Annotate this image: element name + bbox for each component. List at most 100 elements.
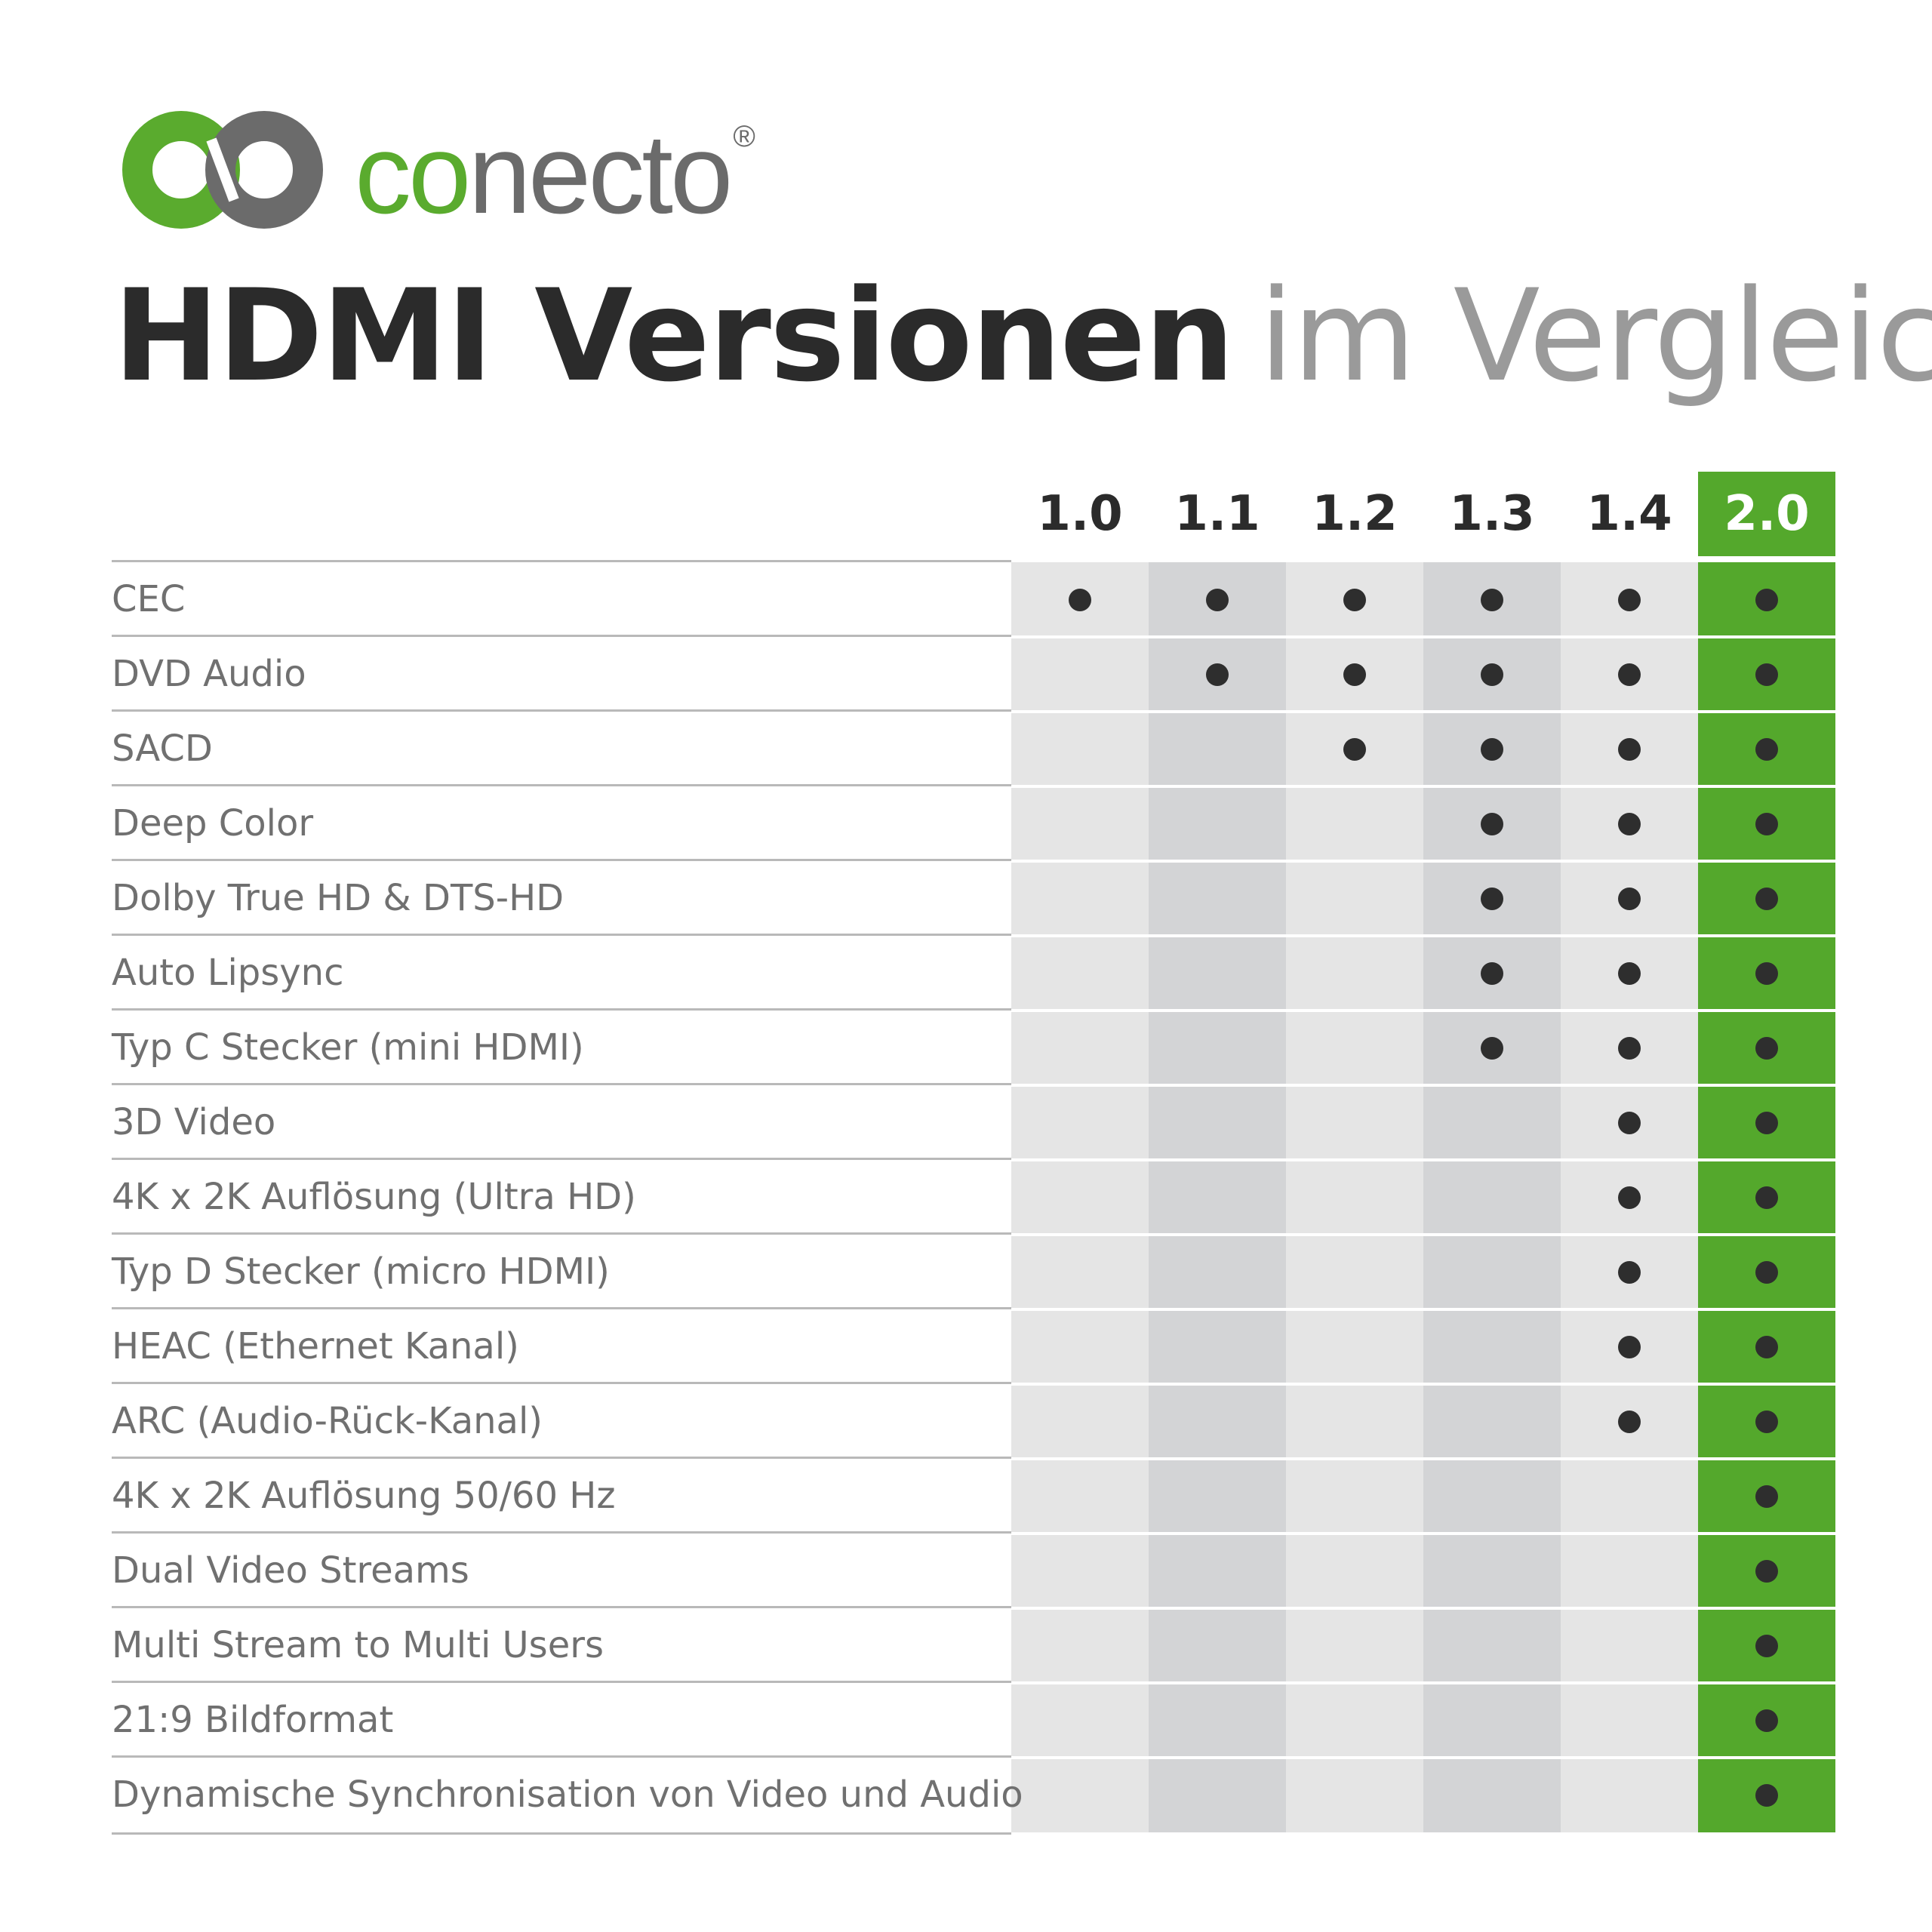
row-divider	[112, 1832, 1011, 1835]
supported-dot-icon	[1481, 588, 1503, 611]
row-divider	[1011, 635, 1835, 638]
infinity-logo-icon	[122, 111, 323, 229]
feature-label: SACD	[112, 728, 213, 770]
row-divider	[1011, 1383, 1835, 1386]
supported-dot-icon	[1343, 663, 1366, 686]
row-divider	[112, 1606, 1011, 1608]
row-divider	[112, 709, 1011, 712]
supported-dot-icon	[1343, 588, 1366, 611]
feature-label: Dual Video Streams	[112, 1549, 469, 1592]
supported-dot-icon	[1755, 1186, 1778, 1209]
feature-label: Multi Stream to Multi Users	[112, 1624, 604, 1666]
row-divider	[112, 1083, 1011, 1085]
title-light: im Vergleich	[1259, 262, 1932, 410]
feature-label: HEAC (Ethernet Kanal)	[112, 1325, 519, 1367]
feature-label: ARC (Audio-Rück-Kanal)	[112, 1400, 543, 1442]
row-divider	[1011, 1756, 1835, 1759]
brand-name-part1: co	[355, 110, 471, 237]
supported-dot-icon	[1755, 887, 1778, 910]
row-divider	[1011, 1681, 1835, 1684]
version-header: 1.3	[1449, 486, 1535, 542]
row-divider	[1011, 710, 1835, 713]
feature-label: 4K x 2K Auflösung 50/60 Hz	[112, 1475, 616, 1517]
version-column-bg	[1286, 562, 1423, 1832]
version-header: 1.1	[1174, 486, 1260, 542]
supported-dot-icon	[1618, 1410, 1641, 1433]
supported-dot-icon	[1755, 812, 1778, 835]
supported-dot-icon	[1618, 1260, 1641, 1284]
version-header: 1.2	[1312, 486, 1398, 542]
supported-dot-icon	[1069, 588, 1091, 611]
feature-label: Typ C Stecker (mini HDMI)	[112, 1026, 584, 1069]
supported-dot-icon	[1755, 1260, 1778, 1284]
row-divider	[112, 1232, 1011, 1235]
row-divider	[112, 1382, 1011, 1384]
brand-name-part2: necto	[468, 110, 733, 237]
supported-dot-icon	[1618, 961, 1641, 985]
row-divider	[112, 1158, 1011, 1160]
supported-dot-icon	[1755, 588, 1778, 611]
supported-dot-icon	[1618, 588, 1641, 611]
row-divider	[1011, 1457, 1835, 1460]
feature-label: 4K x 2K Auflösung (Ultra HD)	[112, 1176, 636, 1218]
supported-dot-icon	[1206, 588, 1229, 611]
supported-dot-icon	[1481, 961, 1503, 985]
supported-dot-icon	[1481, 887, 1503, 910]
row-divider	[112, 784, 1011, 786]
row-divider	[1011, 1009, 1835, 1012]
supported-dot-icon	[1618, 887, 1641, 910]
supported-dot-icon	[1755, 1410, 1778, 1433]
row-divider	[112, 1457, 1011, 1459]
supported-dot-icon	[1755, 961, 1778, 985]
row-divider	[112, 560, 1011, 562]
row-divider	[1011, 1233, 1835, 1236]
row-divider	[112, 934, 1011, 936]
row-divider	[1011, 1607, 1835, 1610]
supported-dot-icon	[1481, 663, 1503, 686]
supported-dot-icon	[1755, 1783, 1778, 1807]
brand-wordmark: conecto ®	[355, 117, 755, 230]
supported-dot-icon	[1755, 737, 1778, 761]
version-column-bg	[1149, 562, 1286, 1832]
row-divider	[112, 1531, 1011, 1534]
row-divider	[112, 859, 1011, 861]
supported-dot-icon	[1481, 737, 1503, 761]
supported-dot-icon	[1755, 1111, 1778, 1134]
supported-dot-icon	[1755, 1036, 1778, 1060]
row-divider	[1011, 1532, 1835, 1535]
row-divider	[1011, 934, 1835, 937]
row-divider	[1011, 1158, 1835, 1161]
feature-label: DVD Audio	[112, 653, 306, 695]
supported-dot-icon	[1618, 737, 1641, 761]
supported-dot-icon	[1618, 1111, 1641, 1134]
version-header: 1.4	[1586, 486, 1672, 542]
supported-dot-icon	[1618, 1186, 1641, 1209]
supported-dot-icon	[1343, 737, 1366, 761]
supported-dot-icon	[1755, 663, 1778, 686]
supported-dot-icon	[1755, 1484, 1778, 1508]
row-divider	[1011, 1084, 1835, 1087]
feature-label: Deep Color	[112, 802, 314, 844]
supported-dot-icon	[1481, 1036, 1503, 1060]
row-divider	[112, 1755, 1011, 1758]
supported-dot-icon	[1618, 1036, 1641, 1060]
feature-label: Dolby True HD & DTS-HD	[112, 877, 565, 919]
feature-label: 21:9 Bildformat	[112, 1699, 394, 1741]
row-divider	[1011, 785, 1835, 788]
version-header: 2.0	[1698, 472, 1835, 556]
version-column-bg	[1423, 562, 1561, 1832]
row-divider	[1011, 860, 1835, 863]
row-divider	[112, 1307, 1011, 1309]
feature-label: 3D Video	[112, 1101, 276, 1143]
feature-label: Auto Lipsync	[112, 952, 344, 994]
brand-logo: conecto ®	[121, 109, 815, 230]
feature-label: CEC	[112, 578, 186, 620]
row-divider	[112, 1008, 1011, 1011]
supported-dot-icon	[1618, 663, 1641, 686]
feature-label: Typ D Stecker (micro HDMI)	[112, 1251, 610, 1293]
supported-dot-icon	[1481, 812, 1503, 835]
supported-dot-icon	[1618, 812, 1641, 835]
row-divider	[112, 635, 1011, 637]
supported-dot-icon	[1618, 1335, 1641, 1358]
